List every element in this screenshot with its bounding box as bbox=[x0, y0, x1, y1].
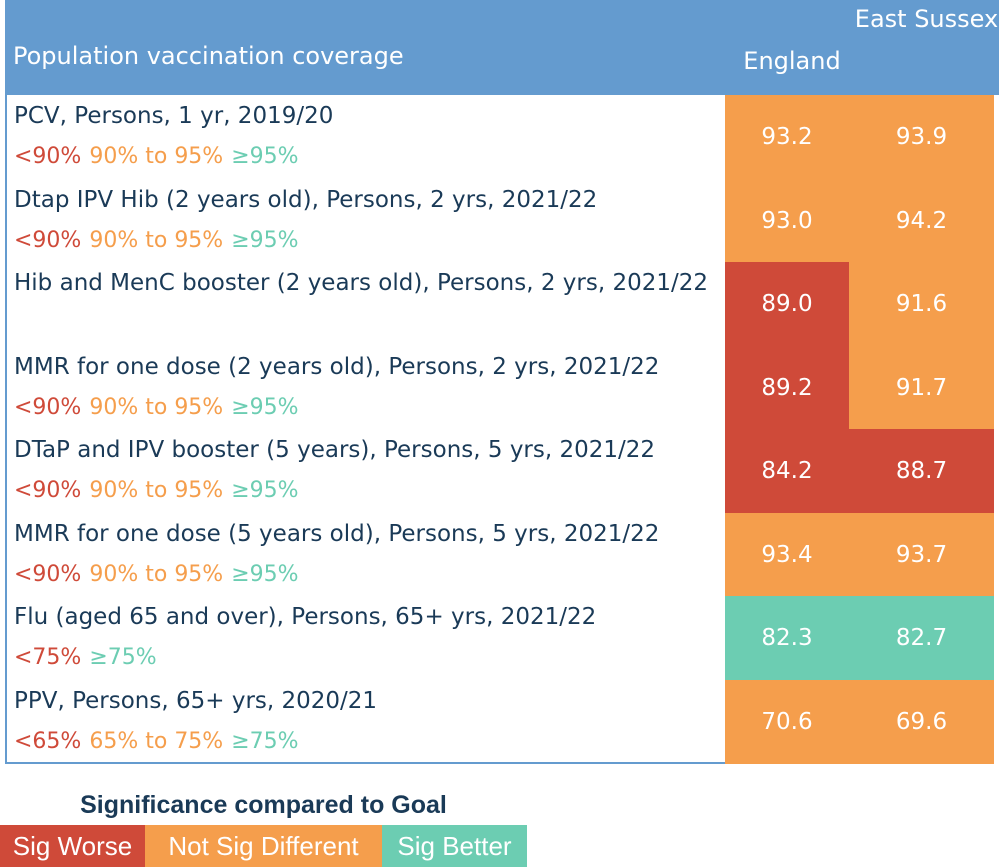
threshold-label-worse: <75% bbox=[14, 645, 82, 670]
threshold-label-not_sig: 90% to 95% bbox=[89, 144, 224, 169]
threshold-label-better: ≥75% bbox=[89, 645, 157, 670]
indicator-label: PPV, Persons, 65+ yrs, 2020/21 bbox=[14, 687, 378, 714]
value-cell-england: 89.0 bbox=[725, 262, 849, 346]
threshold-legend: <65% 65% to 75% ≥75% bbox=[14, 722, 307, 762]
table-row: MMR for one dose (2 years old), Persons,… bbox=[7, 346, 725, 429]
indicator-label: Dtap IPV Hib (2 years old), Persons, 2 y… bbox=[14, 186, 598, 213]
key-title: Significance compared to Goal bbox=[80, 791, 447, 819]
threshold-label-better: ≥95% bbox=[231, 144, 299, 169]
threshold-label-better: ≥95% bbox=[231, 394, 299, 420]
threshold-label-better: ≥95% bbox=[231, 561, 299, 587]
table-row: Hib and MenC booster (2 years old), Pers… bbox=[7, 262, 725, 345]
vaccination-coverage-table: Population vaccination coverage England … bbox=[5, 0, 999, 764]
table-header: Population vaccination coverage England … bbox=[5, 0, 999, 95]
threshold-legend: <90% 90% to 95% ≥95% bbox=[14, 388, 307, 428]
threshold-legend: <90% 90% to 95% ≥95% bbox=[14, 221, 307, 261]
threshold-legend: <90% 90% to 95% ≥95% bbox=[14, 555, 307, 595]
value-cell-east-sussex: 82.7 bbox=[849, 596, 994, 680]
threshold-label-worse: <90% bbox=[14, 144, 82, 169]
threshold-legend: <90% 90% to 95% ≥95% bbox=[14, 471, 307, 511]
threshold-label-better: ≥75% bbox=[231, 728, 299, 754]
value-cell-england: 84.2 bbox=[725, 429, 849, 513]
threshold-label-not_sig: 90% to 95% bbox=[89, 478, 224, 503]
value-cell-england: 93.2 bbox=[725, 95, 849, 179]
value-cell-east-sussex: 88.7 bbox=[849, 429, 994, 513]
table-row: DTaP and IPV booster (5 years), Persons,… bbox=[7, 429, 725, 512]
value-cell-england: 93.4 bbox=[725, 512, 849, 597]
column-header-england: England bbox=[743, 47, 841, 75]
indicator-label: MMR for one dose (2 years old), Persons,… bbox=[14, 353, 660, 380]
value-cell-east-sussex: 93.7 bbox=[849, 512, 994, 597]
threshold-label-worse: <90% bbox=[14, 478, 82, 503]
threshold-legend: <90% 90% to 95% ≥95% bbox=[14, 137, 307, 177]
indicator-label: Flu (aged 65 and over), Persons, 65+ yrs… bbox=[14, 604, 597, 630]
threshold-label-not_sig: 65% to 75% bbox=[89, 728, 224, 754]
value-cell-east-sussex: 91.7 bbox=[849, 345, 994, 430]
value-cell-east-sussex: 69.6 bbox=[849, 679, 994, 764]
key-item-not_sig: Not Sig Different bbox=[145, 825, 382, 867]
value-cell-east-sussex: 94.2 bbox=[849, 178, 994, 263]
threshold-label-not_sig: 90% to 95% bbox=[89, 561, 224, 587]
key-item-better: Sig Better bbox=[382, 825, 527, 867]
threshold-label-better: ≥95% bbox=[231, 227, 299, 253]
indicator-label: DTaP and IPV booster (5 years), Persons,… bbox=[14, 437, 656, 463]
threshold-label-not_sig: 90% to 95% bbox=[89, 227, 224, 253]
table-row: PPV, Persons, 65+ yrs, 2020/21 <65% 65% to… bbox=[7, 680, 725, 763]
value-cell-england: 82.3 bbox=[725, 596, 849, 680]
indicator-label: Hib and MenC booster (2 years old), Pers… bbox=[14, 270, 709, 296]
threshold-label-worse: <90% bbox=[14, 227, 82, 253]
table-row: Dtap IPV Hib (2 years old), Persons, 2 y… bbox=[7, 179, 725, 262]
table-row: MMR for one dose (5 years old), Persons,… bbox=[7, 513, 725, 596]
value-cell-england: 70.6 bbox=[725, 679, 849, 764]
table-row: PCV, Persons, 1 yr, 2019/20 <90% 90% to 95… bbox=[7, 95, 725, 178]
threshold-label-better: ≥95% bbox=[231, 478, 299, 503]
value-cell-east-sussex: 93.9 bbox=[849, 95, 994, 179]
value-cell-east-sussex: 91.6 bbox=[849, 262, 994, 346]
threshold-label-not_sig: 90% to 95% bbox=[89, 394, 224, 420]
indicator-label-panel: PCV, Persons, 1 yr, 2019/20 <90% 90% to 95… bbox=[5, 95, 727, 764]
significance-key: Significance compared to Goal Sig Worse N… bbox=[0, 785, 527, 867]
table-row: Flu (aged 65 and over), Persons, 65+ yrs… bbox=[7, 596, 725, 679]
key-item-worse: Sig Worse bbox=[0, 825, 145, 867]
indicator-label: PCV, Persons, 1 yr, 2019/20 bbox=[14, 103, 334, 129]
threshold-legend: <75% ≥75% bbox=[14, 638, 165, 678]
threshold-label-worse: <90% bbox=[14, 561, 82, 587]
value-cell-england: 89.2 bbox=[725, 345, 849, 430]
indicator-label: MMR for one dose (5 years old), Persons,… bbox=[14, 520, 660, 547]
column-header-east-sussex: East Sussex bbox=[854, 5, 999, 33]
value-cell-england: 93.0 bbox=[725, 178, 849, 263]
threshold-label-worse: <65% bbox=[14, 728, 82, 754]
table-title: Population vaccination coverage bbox=[13, 42, 404, 70]
threshold-label-worse: <90% bbox=[14, 394, 82, 420]
